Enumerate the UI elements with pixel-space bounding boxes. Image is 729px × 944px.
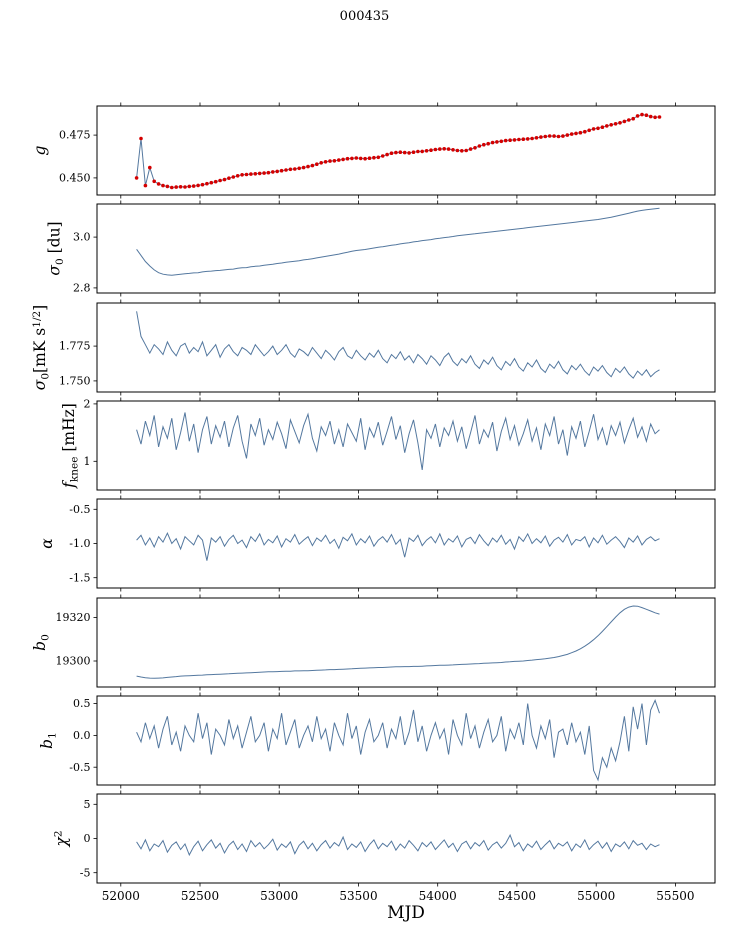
series-line-alpha <box>136 532 660 561</box>
y-tick-label: 0.450 <box>59 172 91 185</box>
x-tick-label: 54000 <box>419 889 457 903</box>
series-line-chi2 <box>136 833 660 857</box>
panel-frame <box>96 597 716 688</box>
y-tick-label: -0.5 <box>69 761 90 774</box>
y-tick-label: 0.0 <box>73 729 91 742</box>
x-tick-label: 55000 <box>577 889 615 903</box>
panel-sigma0-mks: 1.750 1.775 σ0[mK s1/2] <box>31 299 716 396</box>
axis-ticks <box>93 397 676 494</box>
y-axis-label-chi2: χ2 <box>53 830 71 847</box>
x-tick-label: 53000 <box>260 889 298 903</box>
x-tick-label: 53500 <box>339 889 377 903</box>
axis-ticks <box>93 299 676 396</box>
y-tick-label: 1 <box>84 455 91 468</box>
y-tick-label: 0 <box>84 832 91 845</box>
y-axis-label-b0: b0 <box>31 634 52 651</box>
panel-frame <box>96 400 716 491</box>
x-tick-label: 54500 <box>498 889 536 903</box>
y-tick-label: -1.0 <box>69 537 90 550</box>
chart-title: 000435 <box>339 9 390 24</box>
y-tick-label: 0.475 <box>59 129 91 142</box>
axis-ticks <box>93 692 676 789</box>
panel-alpha: -1.5 -1.0 -0.5 α <box>38 495 716 592</box>
series-line-sigma0-mks <box>136 311 660 379</box>
y-tick-label: -0.5 <box>69 503 90 516</box>
panel-frame <box>96 793 716 884</box>
y-tick-label: 5 <box>84 798 91 811</box>
panel-frame <box>96 203 716 294</box>
y-axis-label-fknee: fknee [mHz] <box>60 403 81 489</box>
panel-frame <box>96 105 716 196</box>
panel-frame <box>96 695 716 786</box>
panel-frame <box>96 302 716 393</box>
y-axis-label-sigma0-du: σ0 [du] <box>45 221 66 275</box>
y-tick-label: 19320 <box>56 611 91 624</box>
y-tick-label: 0.5 <box>73 697 91 710</box>
y-axis-label-b1: b1 <box>38 732 59 749</box>
y-tick-label: 2.8 <box>73 282 91 295</box>
axis-ticks <box>93 200 676 297</box>
series-line-sigma0-du <box>136 207 660 276</box>
x-tick-label: 52500 <box>181 889 219 903</box>
panel-chi2: -5 0 5 52000 52500 53000 53500 54000 54500 55000 5… <box>53 790 716 903</box>
y-axis-label-alpha: α <box>38 538 56 549</box>
panel-frame <box>96 498 716 589</box>
x-axis-label: MJD <box>387 903 425 923</box>
y-tick-label: 1.775 <box>59 340 91 353</box>
panel-sigma0-du: 2.8 3.0 σ0 [du] <box>45 200 716 297</box>
series-line-g <box>136 114 660 189</box>
series-markers-g <box>134 112 662 190</box>
panel-b1: -0.5 0.0 0.5 b1 <box>38 692 716 789</box>
axis-ticks <box>93 790 676 887</box>
x-tick-label: 55500 <box>656 889 694 903</box>
series-line-b1 <box>136 699 660 782</box>
y-tick-label: -1.5 <box>69 571 90 584</box>
series-line-fknee <box>136 412 660 470</box>
y-axis-label-sigma0-mks: σ0[mK s1/2] <box>31 305 52 390</box>
x-tick-label: 52000 <box>102 889 140 903</box>
y-tick-label: 1.750 <box>59 375 91 388</box>
axis-ticks <box>93 594 676 691</box>
series-line-b0 <box>136 605 660 679</box>
y-axis-label-g: g <box>31 145 49 155</box>
y-tick-label: 3.0 <box>73 231 91 244</box>
y-tick-label: 19300 <box>56 655 91 668</box>
panel-g: 0.450 0.475 g <box>31 102 716 199</box>
y-tick-label: 2 <box>84 398 91 411</box>
panel-b0: 19300 19320 b0 <box>31 594 716 691</box>
axis-ticks <box>93 102 676 199</box>
y-tick-label: -5 <box>80 866 91 879</box>
axis-ticks <box>93 495 676 592</box>
